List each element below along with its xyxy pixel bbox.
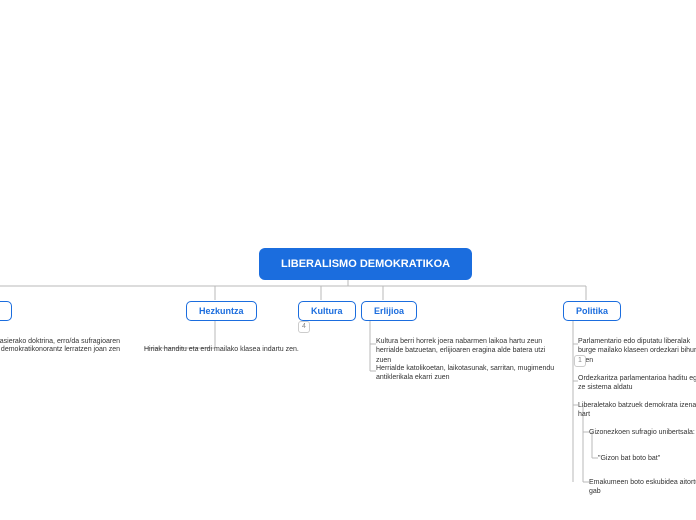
leaf-b4-d: Gizonezkoen sufragio unibertsala:	[589, 428, 696, 437]
leaf-b3-b: Herrialde katolikoetan, laikotasunak, sa…	[376, 364, 556, 383]
leaf-b4-a: Parlamentario edo diputatu liberalak bur…	[578, 337, 696, 365]
leaf-b1: Hiriak handitu eta erdi mailako klasea i…	[144, 345, 344, 354]
leaf-b3-a: Kultura berri horrek joera nabarmen laik…	[376, 337, 556, 365]
branch-node-erlijioa[interactable]: Erlijioa	[361, 301, 417, 321]
leaf-b4-b: Ordezkaritza parlamentarioa haditu egin …	[578, 374, 696, 393]
leaf-b4-f: Emakumeen boto eskubidea aitortu gab	[589, 478, 696, 497]
branch-node-kultura[interactable]: Kultura	[298, 301, 356, 321]
leaf-b4-e: "Gizon bat boto bat"	[598, 454, 696, 463]
leaf-b4-c: Liberaletako batzuek demokrata izena har…	[578, 401, 696, 420]
badge-kultura: 4	[298, 321, 310, 333]
badge-b4-a: 1	[574, 355, 586, 367]
leaf-b0-b: mo demokratikonorantz lerratzen joan zen	[0, 345, 120, 354]
branch-node-0[interactable]: n	[0, 301, 12, 321]
branch-node-politika[interactable]: Politika	[563, 301, 621, 321]
root-node[interactable]: LIBERALISMO DEMOKRATIKOA	[259, 248, 472, 280]
branch-node-hezkuntza[interactable]: Hezkuntza	[186, 301, 257, 321]
